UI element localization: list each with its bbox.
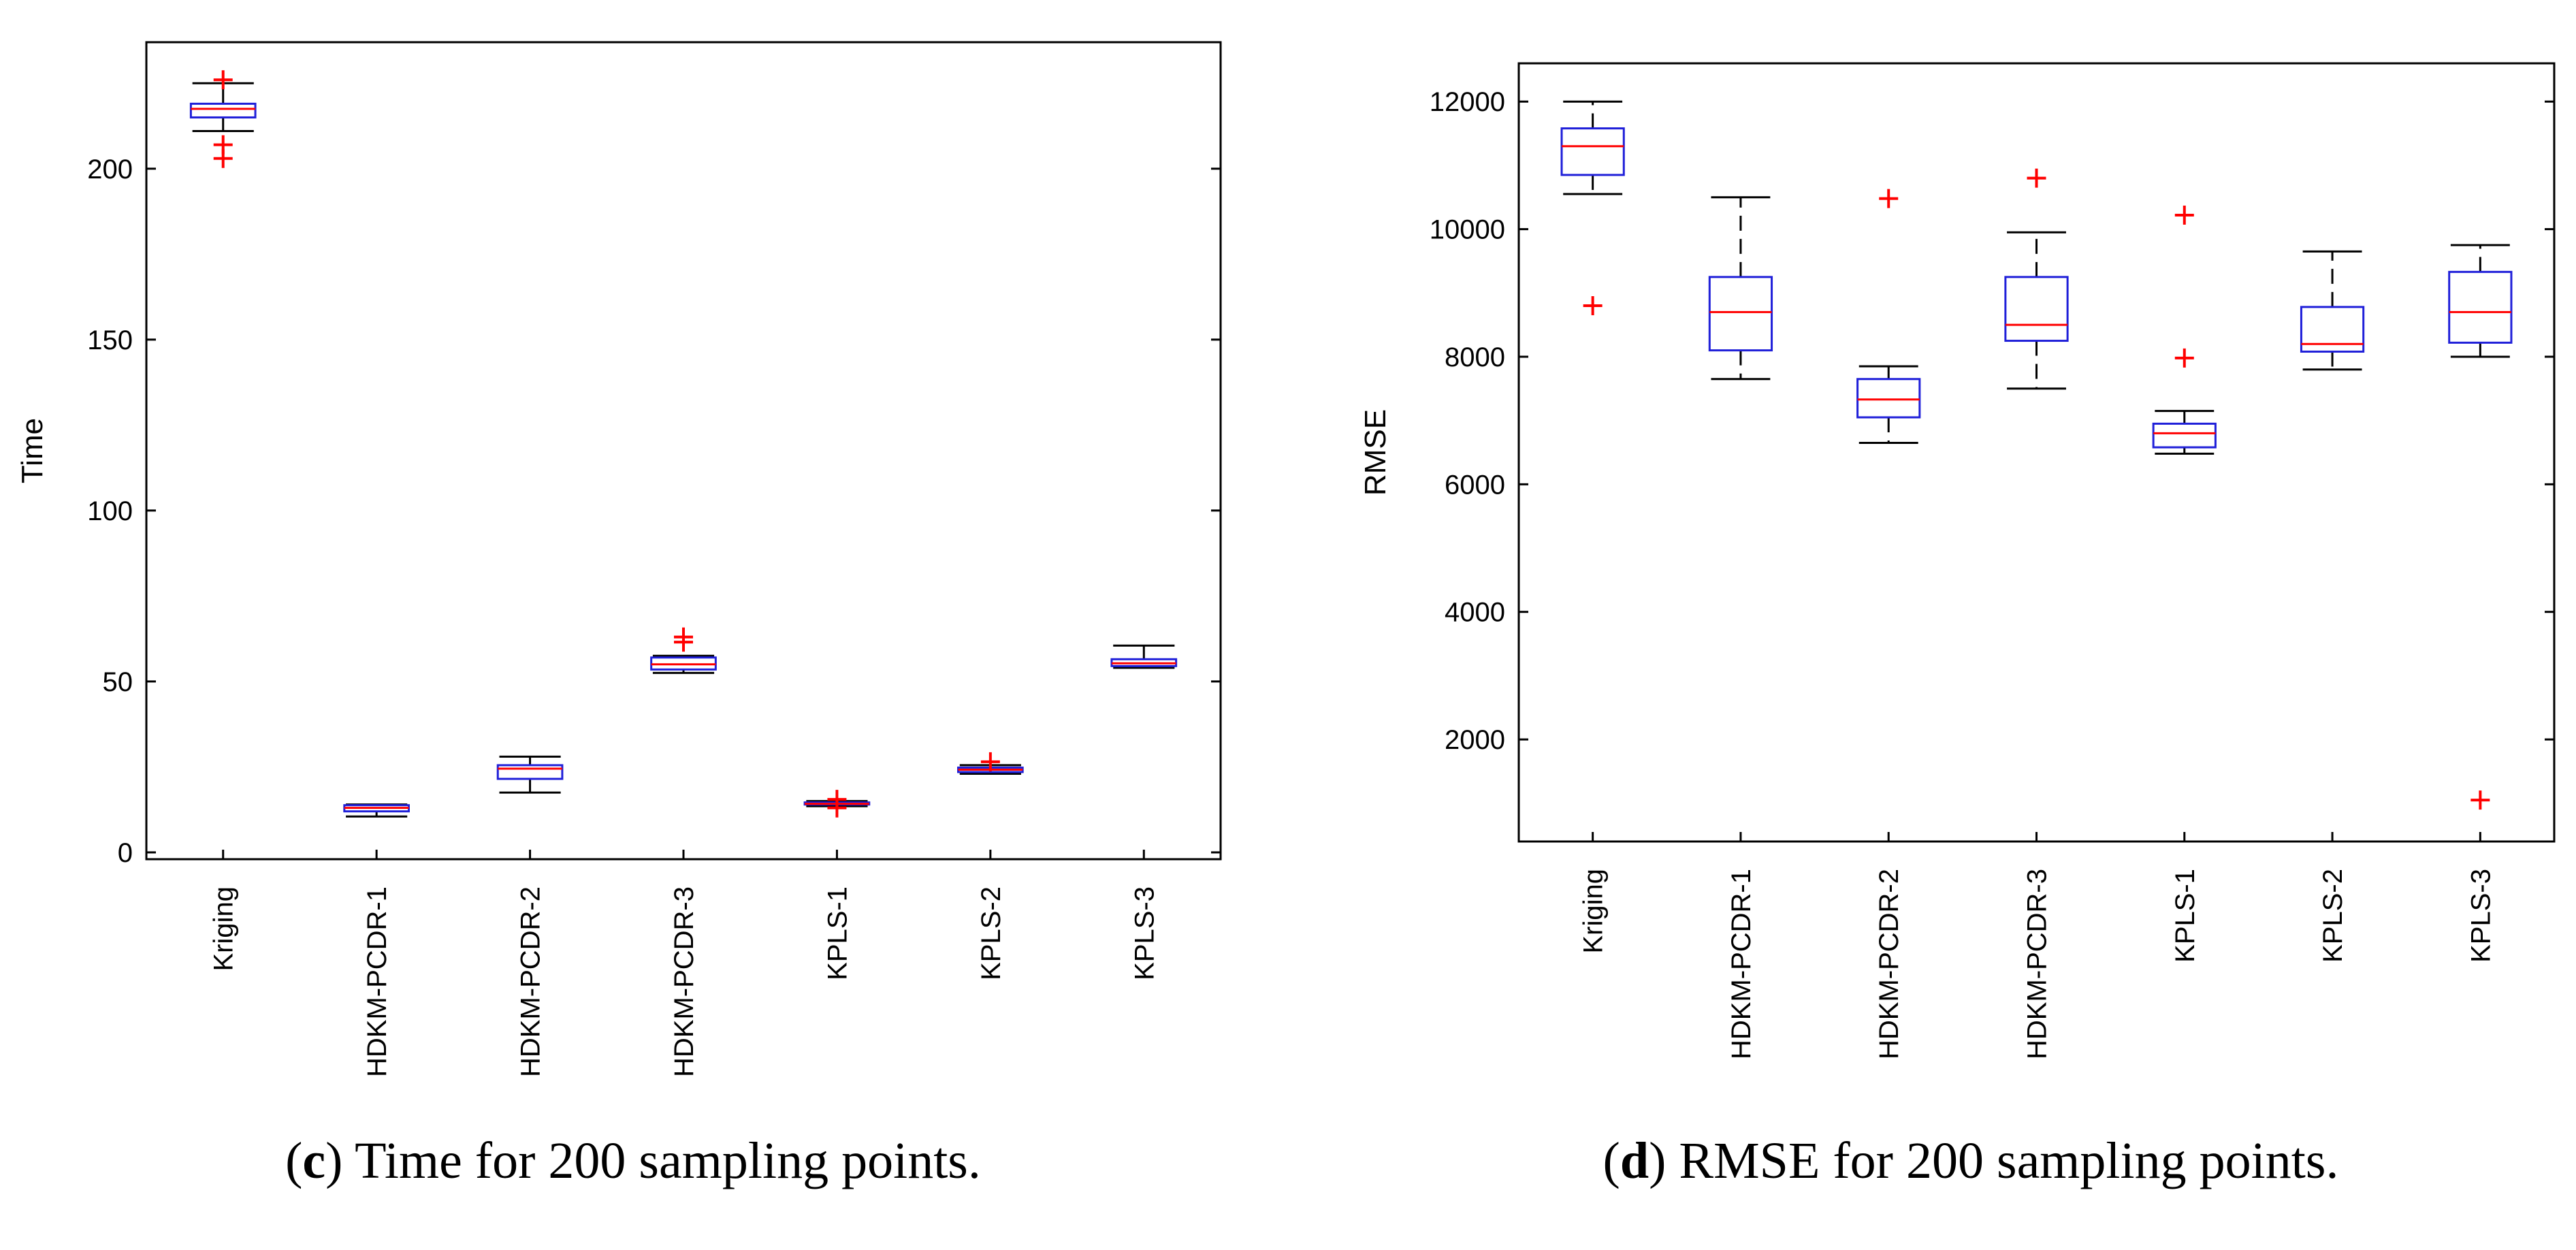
rmse-box-6: [2448, 244, 2513, 810]
rmse-ytick-label: 4000: [1445, 598, 1505, 628]
time-ytick-label: 150: [87, 325, 133, 355]
rmse-boxes: [1560, 100, 2513, 810]
time-box-5: [957, 752, 1024, 775]
time-y-axis: 0 50 100 150 200: [87, 155, 1221, 868]
time-outlier-marker: [827, 798, 847, 818]
rmse-outlier-marker: [2027, 168, 2046, 188]
rmse-box-iqr: [1856, 378, 1921, 419]
time-caption-text: ) Time for 200 sampling points.: [325, 1132, 981, 1189]
rmse-y-axis-label: RMSE: [1359, 409, 1392, 496]
time-box-6: [1110, 644, 1178, 669]
time-box-iqr: [496, 764, 564, 780]
time-xtick-label: HDKM-PCDR-2: [516, 886, 546, 1077]
rmse-box-1: [1708, 196, 1773, 381]
rmse-ytick-label: 6000: [1445, 470, 1505, 500]
rmse-outlier-marker: [2174, 205, 2194, 225]
rmse-outlier-marker: [2470, 790, 2490, 810]
time-xtick-label: HDKM-PCDR-3: [669, 886, 699, 1077]
time-box-iqr: [189, 102, 257, 118]
time-y-axis-label: Time: [16, 418, 49, 483]
time-xtick-label: KPLS-3: [1129, 886, 1159, 980]
time-box-3: [650, 627, 717, 674]
rmse-ytick-label: 10000: [1430, 215, 1505, 245]
rmse-xtick-label: HDKM-PCDR-2: [1874, 869, 1904, 1059]
rmse-x-axis: Kriging HDKM-PCDR-1 HDKM-PCDR-2 HDKM-PCDR-3…: [1579, 832, 2496, 1059]
time-box-0: [189, 70, 257, 168]
rmse-xtick-label: KPLS-1: [2170, 869, 2200, 963]
rmse-outlier-marker: [1879, 189, 1899, 208]
rmse-xtick-label: KPLS-2: [2318, 869, 2348, 963]
rmse-box-3: [2004, 168, 2069, 390]
rmse-box-4: [2152, 205, 2217, 455]
time-xtick-label: Kriging: [209, 886, 239, 972]
time-outlier-marker: [213, 70, 233, 90]
rmse-ytick-label: 12000: [1430, 87, 1505, 117]
time-caption-letter: c: [302, 1132, 325, 1189]
rmse-caption: (d) RMSE for 200 sampling points.: [1603, 1132, 2339, 1189]
rmse-box-iqr: [1560, 127, 1625, 176]
rmse-outlier-marker: [1583, 296, 1603, 316]
time-boxes: [189, 70, 1178, 818]
rmse-xtick-label: HDKM-PCDR-3: [2023, 869, 2052, 1059]
time-x-axis: Kriging HDKM-PCDR-1 HDKM-PCDR-2 HDKM-PCDR-3…: [209, 850, 1159, 1077]
time-outlier-marker: [213, 148, 233, 168]
rmse-ytick-label: 2000: [1445, 725, 1505, 755]
time-outlier-marker: [674, 632, 693, 652]
rmse-outlier-marker: [2174, 348, 2194, 368]
time-outlier-marker: [980, 752, 1000, 771]
time-caption: (c) Time for 200 sampling points.: [285, 1132, 981, 1189]
time-ytick-label: 100: [87, 496, 133, 526]
rmse-caption-text: ) RMSE for 200 sampling points.: [1649, 1132, 2338, 1189]
time-xtick-label: HDKM-PCDR-1: [362, 886, 392, 1077]
rmse-boxplot-panel: 2000 4000 6000 8000 10000 12000 Kriging HDKM-P…: [1359, 62, 2556, 1189]
rmse-box-2: [1856, 189, 1921, 444]
rmse-box-iqr: [2152, 422, 2217, 449]
rmse-box-5: [2300, 250, 2365, 371]
time-xtick-label: KPLS-2: [976, 886, 1006, 980]
time-plot-frame: [145, 41, 1222, 861]
time-boxplot-panel: 0 50 100 150 200 Kriging HDKM-PCDR-1 HDKM-PCDR…: [16, 41, 1222, 1189]
rmse-ytick-label: 8000: [1445, 342, 1505, 372]
time-xtick-label: KPLS-1: [822, 886, 852, 980]
time-box-2: [496, 755, 564, 794]
time-box-4: [803, 790, 871, 818]
rmse-xtick-label: HDKM-PCDR-1: [1726, 869, 1756, 1059]
time-ytick-label: 0: [118, 838, 133, 868]
rmse-xtick-label: KPLS-3: [2466, 869, 2496, 963]
rmse-box-iqr: [2448, 270, 2513, 344]
rmse-box-0: [1560, 100, 1625, 316]
rmse-box-iqr: [2300, 306, 2365, 353]
rmse-box-iqr: [1708, 276, 1773, 352]
time-ytick-label: 200: [87, 155, 133, 185]
time-box-1: [343, 803, 410, 818]
rmse-y-axis: 2000 4000 6000 8000 10000 12000: [1430, 87, 2554, 755]
time-ytick-label: 50: [103, 667, 133, 697]
rmse-box-iqr: [2004, 276, 2069, 342]
rmse-xtick-label: Kriging: [1579, 869, 1609, 954]
rmse-caption-letter: d: [1620, 1132, 1649, 1189]
